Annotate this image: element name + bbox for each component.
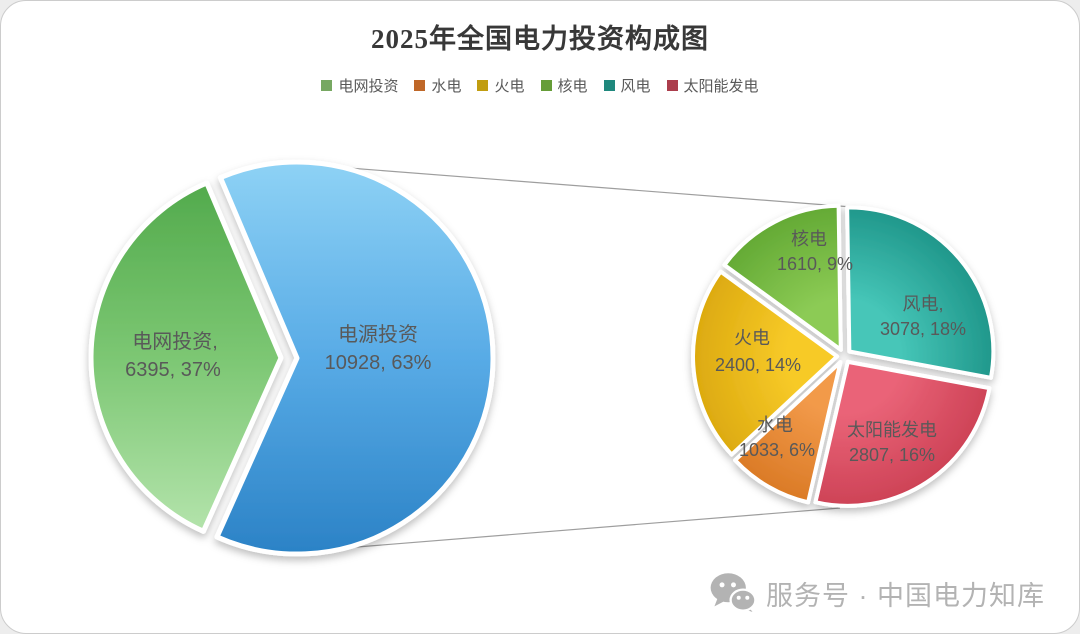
main-pie-label: 10928, 63% (325, 352, 432, 374)
main-pie-label: 电网投资, (132, 330, 218, 353)
legend-label: 风电 (620, 78, 651, 95)
legend-label: 水电 (431, 78, 462, 95)
legend-item: 电网投资 (321, 75, 398, 96)
secondary-pie (691, 203, 996, 508)
legend-item: 火电 (477, 75, 525, 96)
legend-label: 太阳能发电 (683, 78, 759, 95)
legend-swatch (666, 80, 678, 91)
secondary-pie-slice (845, 205, 996, 380)
legend-swatch (477, 80, 489, 91)
secondary-pie-slice (813, 359, 992, 508)
secondary-pie-label: 3078, 18% (880, 319, 966, 339)
secondary-pie-label: 火电 (734, 328, 770, 348)
secondary-pie-slice (722, 203, 843, 352)
main-pie-label: 电源投资 (338, 323, 418, 346)
secondary-pie-label: 2400, 14% (715, 355, 801, 375)
secondary-pie-label: 水电 (757, 415, 793, 435)
secondary-pie-label: 太阳能发电 (847, 420, 937, 440)
watermark-text: 服务号 · 中国电力知库 (766, 580, 1045, 611)
secondary-pie-slice (733, 360, 843, 505)
secondary-pie-label: 1610, 9% (777, 254, 853, 274)
legend-swatch (540, 80, 552, 91)
legend-swatch (321, 80, 333, 91)
legend-label: 核电 (557, 78, 588, 95)
chart-title: 2025年全国电力投资构成图 (371, 24, 709, 54)
main-pie-label: 6395, 37% (125, 359, 221, 381)
legend-swatch (414, 80, 426, 91)
wechat-icon (710, 573, 756, 613)
secondary-pie-label: 2807, 16% (849, 445, 935, 465)
main-pie-slice (88, 180, 284, 534)
legend-item: 核电 (540, 75, 588, 96)
legend-item: 水电 (414, 75, 461, 96)
legend-item: 太阳能发电 (666, 75, 759, 96)
legend-item: 风电 (603, 75, 651, 96)
legend-label: 火电 (494, 78, 525, 95)
main-pie-slice (214, 159, 496, 557)
secondary-pie-label: 1033, 6% (739, 440, 815, 460)
main-pie (88, 159, 496, 557)
chart-legend: 电网投资 水电 火电 核电 风电 太阳能发电 (1, 75, 1079, 96)
secondary-pie-slice (691, 269, 840, 457)
secondary-pie-label: 风电, (902, 294, 943, 314)
secondary-pie-label: 核电 (791, 229, 827, 249)
legend-swatch (603, 80, 615, 91)
watermark: 服务号 · 中国电力知库 (710, 573, 1045, 613)
legend-label: 电网投资 (338, 78, 399, 95)
